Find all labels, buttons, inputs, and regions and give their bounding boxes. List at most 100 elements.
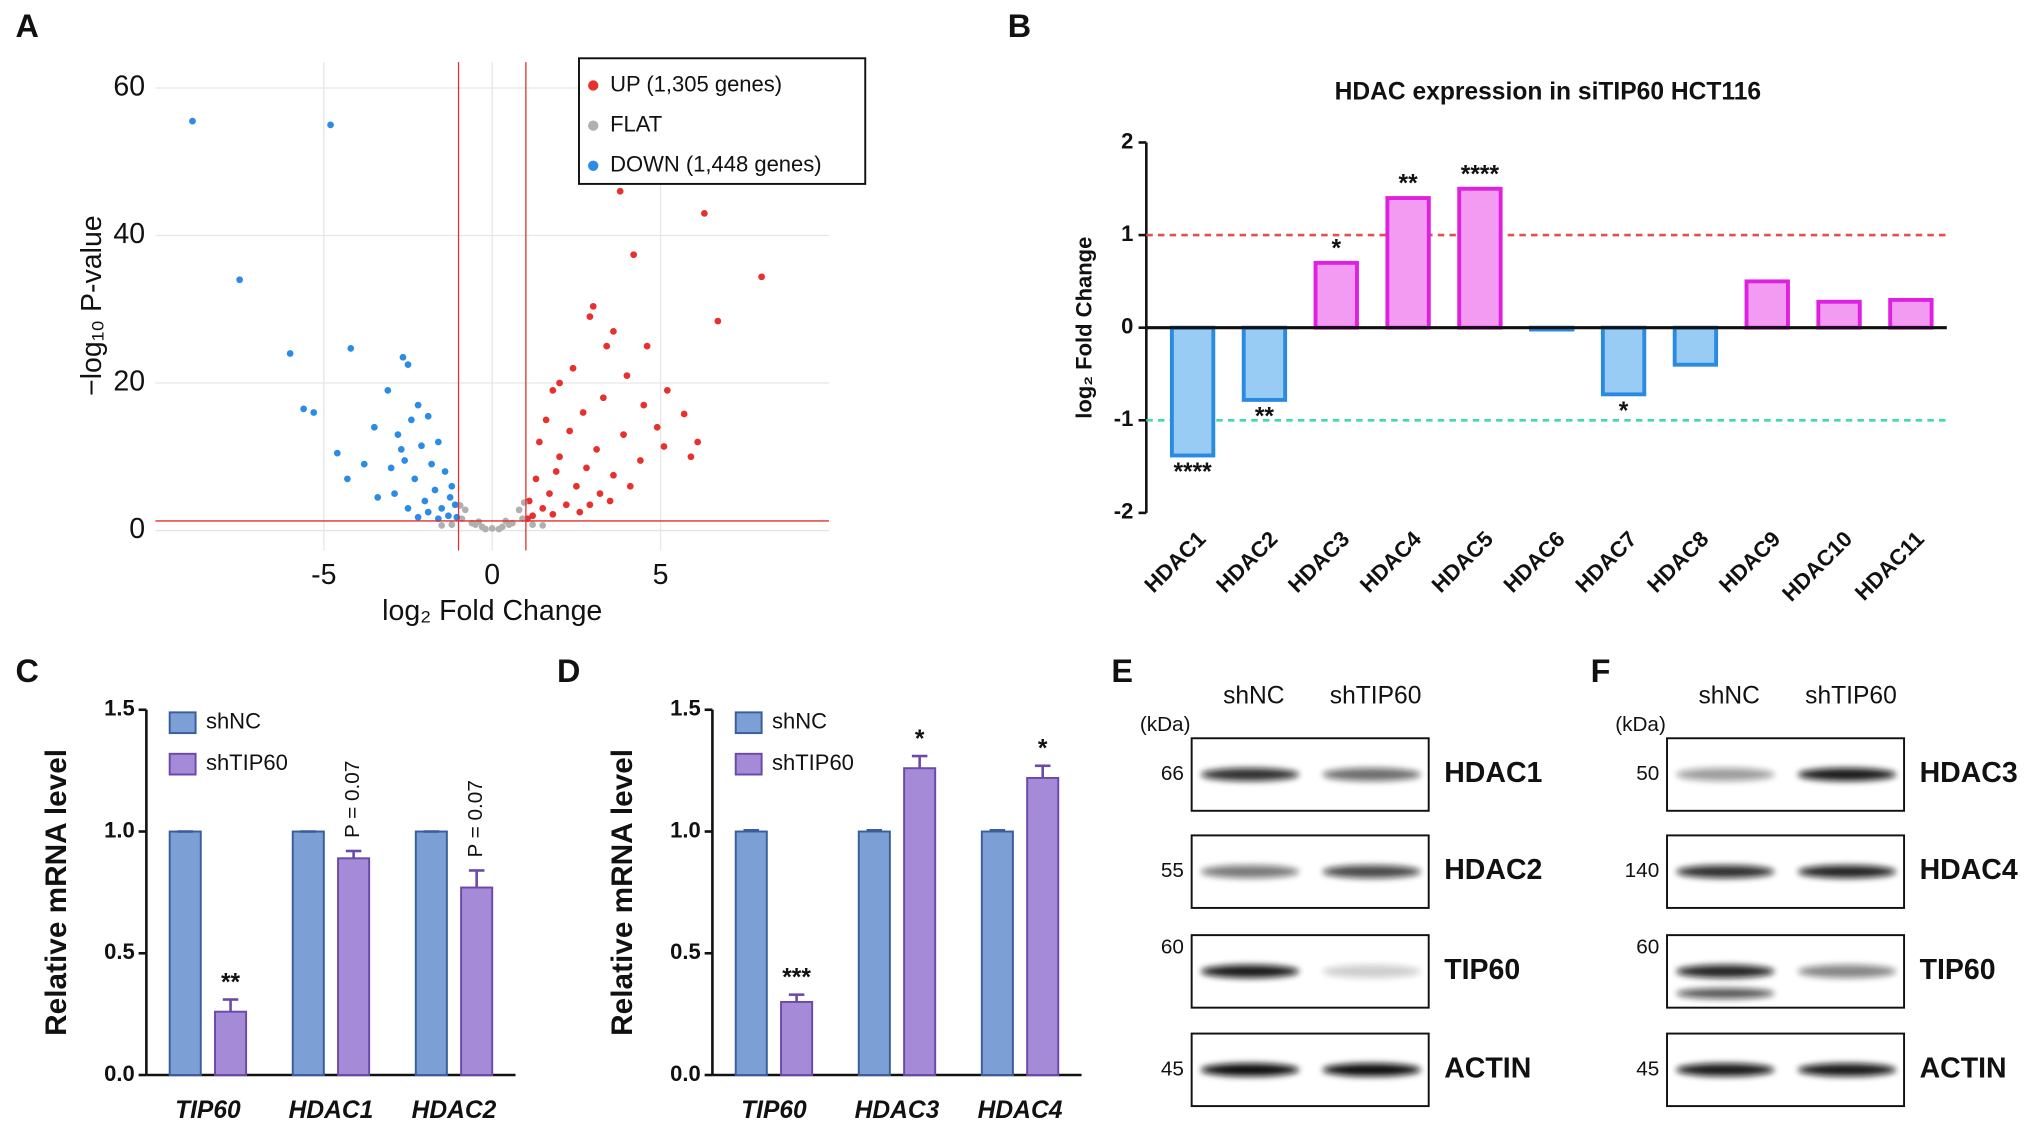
x-axis-label: log₂ Fold Change [382,595,602,627]
band [1676,964,1775,978]
point [399,353,407,361]
x-tick-label: HDAC9 [1714,526,1785,597]
y-tick-label: 1.5 [104,696,135,721]
point [488,524,496,532]
unit-label: (kDa) [1140,713,1191,736]
point [556,379,563,387]
bar [291,830,325,1076]
point [663,387,671,394]
annotation: ** [221,969,241,996]
band [1200,865,1300,879]
band [1200,964,1300,978]
point [539,522,547,529]
point [653,423,661,431]
y-tick-label: 1.0 [104,817,135,842]
band [1200,1063,1300,1077]
y-tick-label: 20 [113,366,145,398]
bar [460,886,494,1076]
point [286,350,294,357]
protein-label: HDAC1 [1444,757,1542,789]
y-tick-label: -1 [1114,406,1134,431]
y-tick-label: 0.5 [670,939,701,964]
protein-label: HDAC3 [1920,757,2018,789]
marker-label: 45 [1636,1057,1659,1080]
band [1676,1063,1775,1077]
x-tick-label: HDAC1 [1139,526,1210,597]
point [374,493,382,501]
point [431,486,439,494]
y-axis-label: −log₁₀ P-value [76,215,108,396]
point [424,412,432,420]
panel-label: C [16,653,39,689]
point [610,471,617,479]
point [370,423,378,431]
column-label: shNC [1698,682,1760,709]
protein-label: HDAC4 [1920,854,2018,886]
protein-label: TIP60 [1444,954,1520,986]
annotation: P = 0.07 [464,780,487,857]
point [333,449,341,457]
y-tick-label: 0.0 [670,1061,701,1086]
point [394,431,402,439]
bar [414,830,448,1076]
point [438,522,446,529]
point [583,464,590,472]
point [404,505,412,512]
point [384,387,392,394]
column-label: shTIP60 [1805,682,1897,709]
band [1322,964,1421,978]
point [418,442,425,450]
x-tick-label: HDAC11 [1850,526,1929,605]
bar [168,830,202,1076]
point [434,438,442,446]
point [535,438,543,446]
point [391,490,398,498]
point [451,501,459,509]
legend-label: FLAT [610,111,662,136]
y-tick-label: 0.0 [104,1061,135,1086]
point [448,482,456,490]
unit-label: (kDa) [1615,713,1666,736]
point [401,457,409,464]
x-tick-label: 5 [653,559,669,591]
bar [1241,325,1288,402]
annotation: *** [782,965,811,992]
x-tick-label: HDAC3 [1283,526,1354,597]
bar [337,857,371,1076]
protein-label: ACTIN [1444,1052,1531,1084]
bar [734,830,768,1076]
point [542,416,550,424]
annotation: P = 0.07 [341,761,364,838]
x-tick-label: TIP60 [175,1097,241,1124]
legend-label: shNC [206,709,261,734]
y-tick-label: 2 [1121,128,1133,153]
x-tick-label: TIP60 [741,1097,807,1124]
panel-label: B [1008,8,1031,44]
point [424,508,432,516]
bar [1672,325,1719,367]
band [1200,768,1300,782]
protein-label: HDAC2 [1444,854,1542,886]
y-axis-label: Relative mRNA level [606,749,639,1036]
point [461,506,469,514]
point [411,475,419,483]
point [445,512,452,520]
x-tick-label: HDAC2 [1211,526,1282,597]
legend-swatch [734,752,763,776]
y-axis-label: log₂ Fold Change [1071,237,1096,419]
point [438,505,446,512]
band [1797,1063,1897,1077]
legend-swatch [168,752,197,776]
point [626,482,634,490]
bar [1744,279,1790,330]
band [1676,768,1775,782]
point [344,475,351,483]
bar [1816,299,1862,330]
bar [214,1010,248,1076]
band [1322,1063,1421,1077]
x-tick-label: HDAC4 [978,1097,1063,1124]
point [586,501,594,509]
legend-marker [588,120,599,131]
point [637,457,644,464]
